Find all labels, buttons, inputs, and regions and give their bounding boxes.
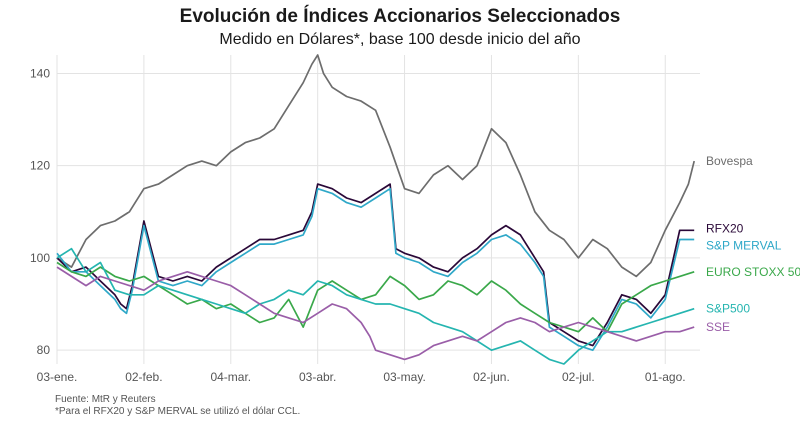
- x-tick-label: 02-jul.: [562, 370, 595, 384]
- series-line-bovespa: [56, 54, 696, 278]
- series-label-s-p500: S&P500: [706, 302, 750, 316]
- y-tick-label: 80: [37, 343, 51, 357]
- series-line-s-p500: [56, 247, 695, 365]
- x-tick-label: 03-abr.: [299, 370, 336, 384]
- y-tick-label: 140: [30, 66, 50, 80]
- series-label-rfx20: RFX20: [706, 221, 744, 235]
- series-line-sse: [56, 266, 695, 361]
- x-tick-label: 03-ene.: [37, 370, 78, 384]
- chart-footer: Fuente: MtR y Reuters *Para el RFX20 y S…: [55, 394, 300, 418]
- x-tick-label: 04-mar.: [210, 370, 251, 384]
- chart-title: Evolución de Índices Accionarios Selecci…: [179, 6, 621, 27]
- y-tick-label: 120: [30, 159, 50, 173]
- x-tick-label: 01-ago.: [645, 370, 686, 384]
- x-axis: 03-ene. 02-feb. 04-mar. 03-abr. 03-may. 02-ju…: [37, 370, 686, 384]
- series-line-rfx20: [56, 183, 695, 347]
- x-tick-label: 03-may.: [383, 370, 425, 384]
- series-label-sse: SSE: [706, 320, 730, 334]
- y-tick-label: 100: [30, 251, 50, 265]
- series-line-euro-stoxx-50: [56, 261, 695, 333]
- x-tick-label: 02-jun.: [473, 370, 510, 384]
- source-note: Fuente: MtR y Reuters: [55, 394, 156, 405]
- series-labels: Bovespa RFX20 S&P MERVAL EURO STOXX 50 S&P50…: [706, 154, 800, 334]
- ccl-note: *Para el RFX20 y S&P MERVAL se utilizó e…: [55, 406, 301, 417]
- x-tick-label: 02-feb.: [125, 370, 162, 384]
- grid: [56, 55, 700, 364]
- series-label-euro-stoxx-50: EURO STOXX 50: [706, 265, 800, 279]
- series-lines: [56, 54, 696, 365]
- series-label-s-p-merval: S&P MERVAL: [706, 238, 782, 252]
- series-line-s-p-merval: [56, 187, 695, 352]
- chart-subtitle: Medido en Dólares*, base 100 desde inici…: [219, 31, 581, 48]
- series-label-bovespa: Bovespa: [706, 154, 753, 168]
- y-axis: 80 100 120 140: [30, 66, 50, 357]
